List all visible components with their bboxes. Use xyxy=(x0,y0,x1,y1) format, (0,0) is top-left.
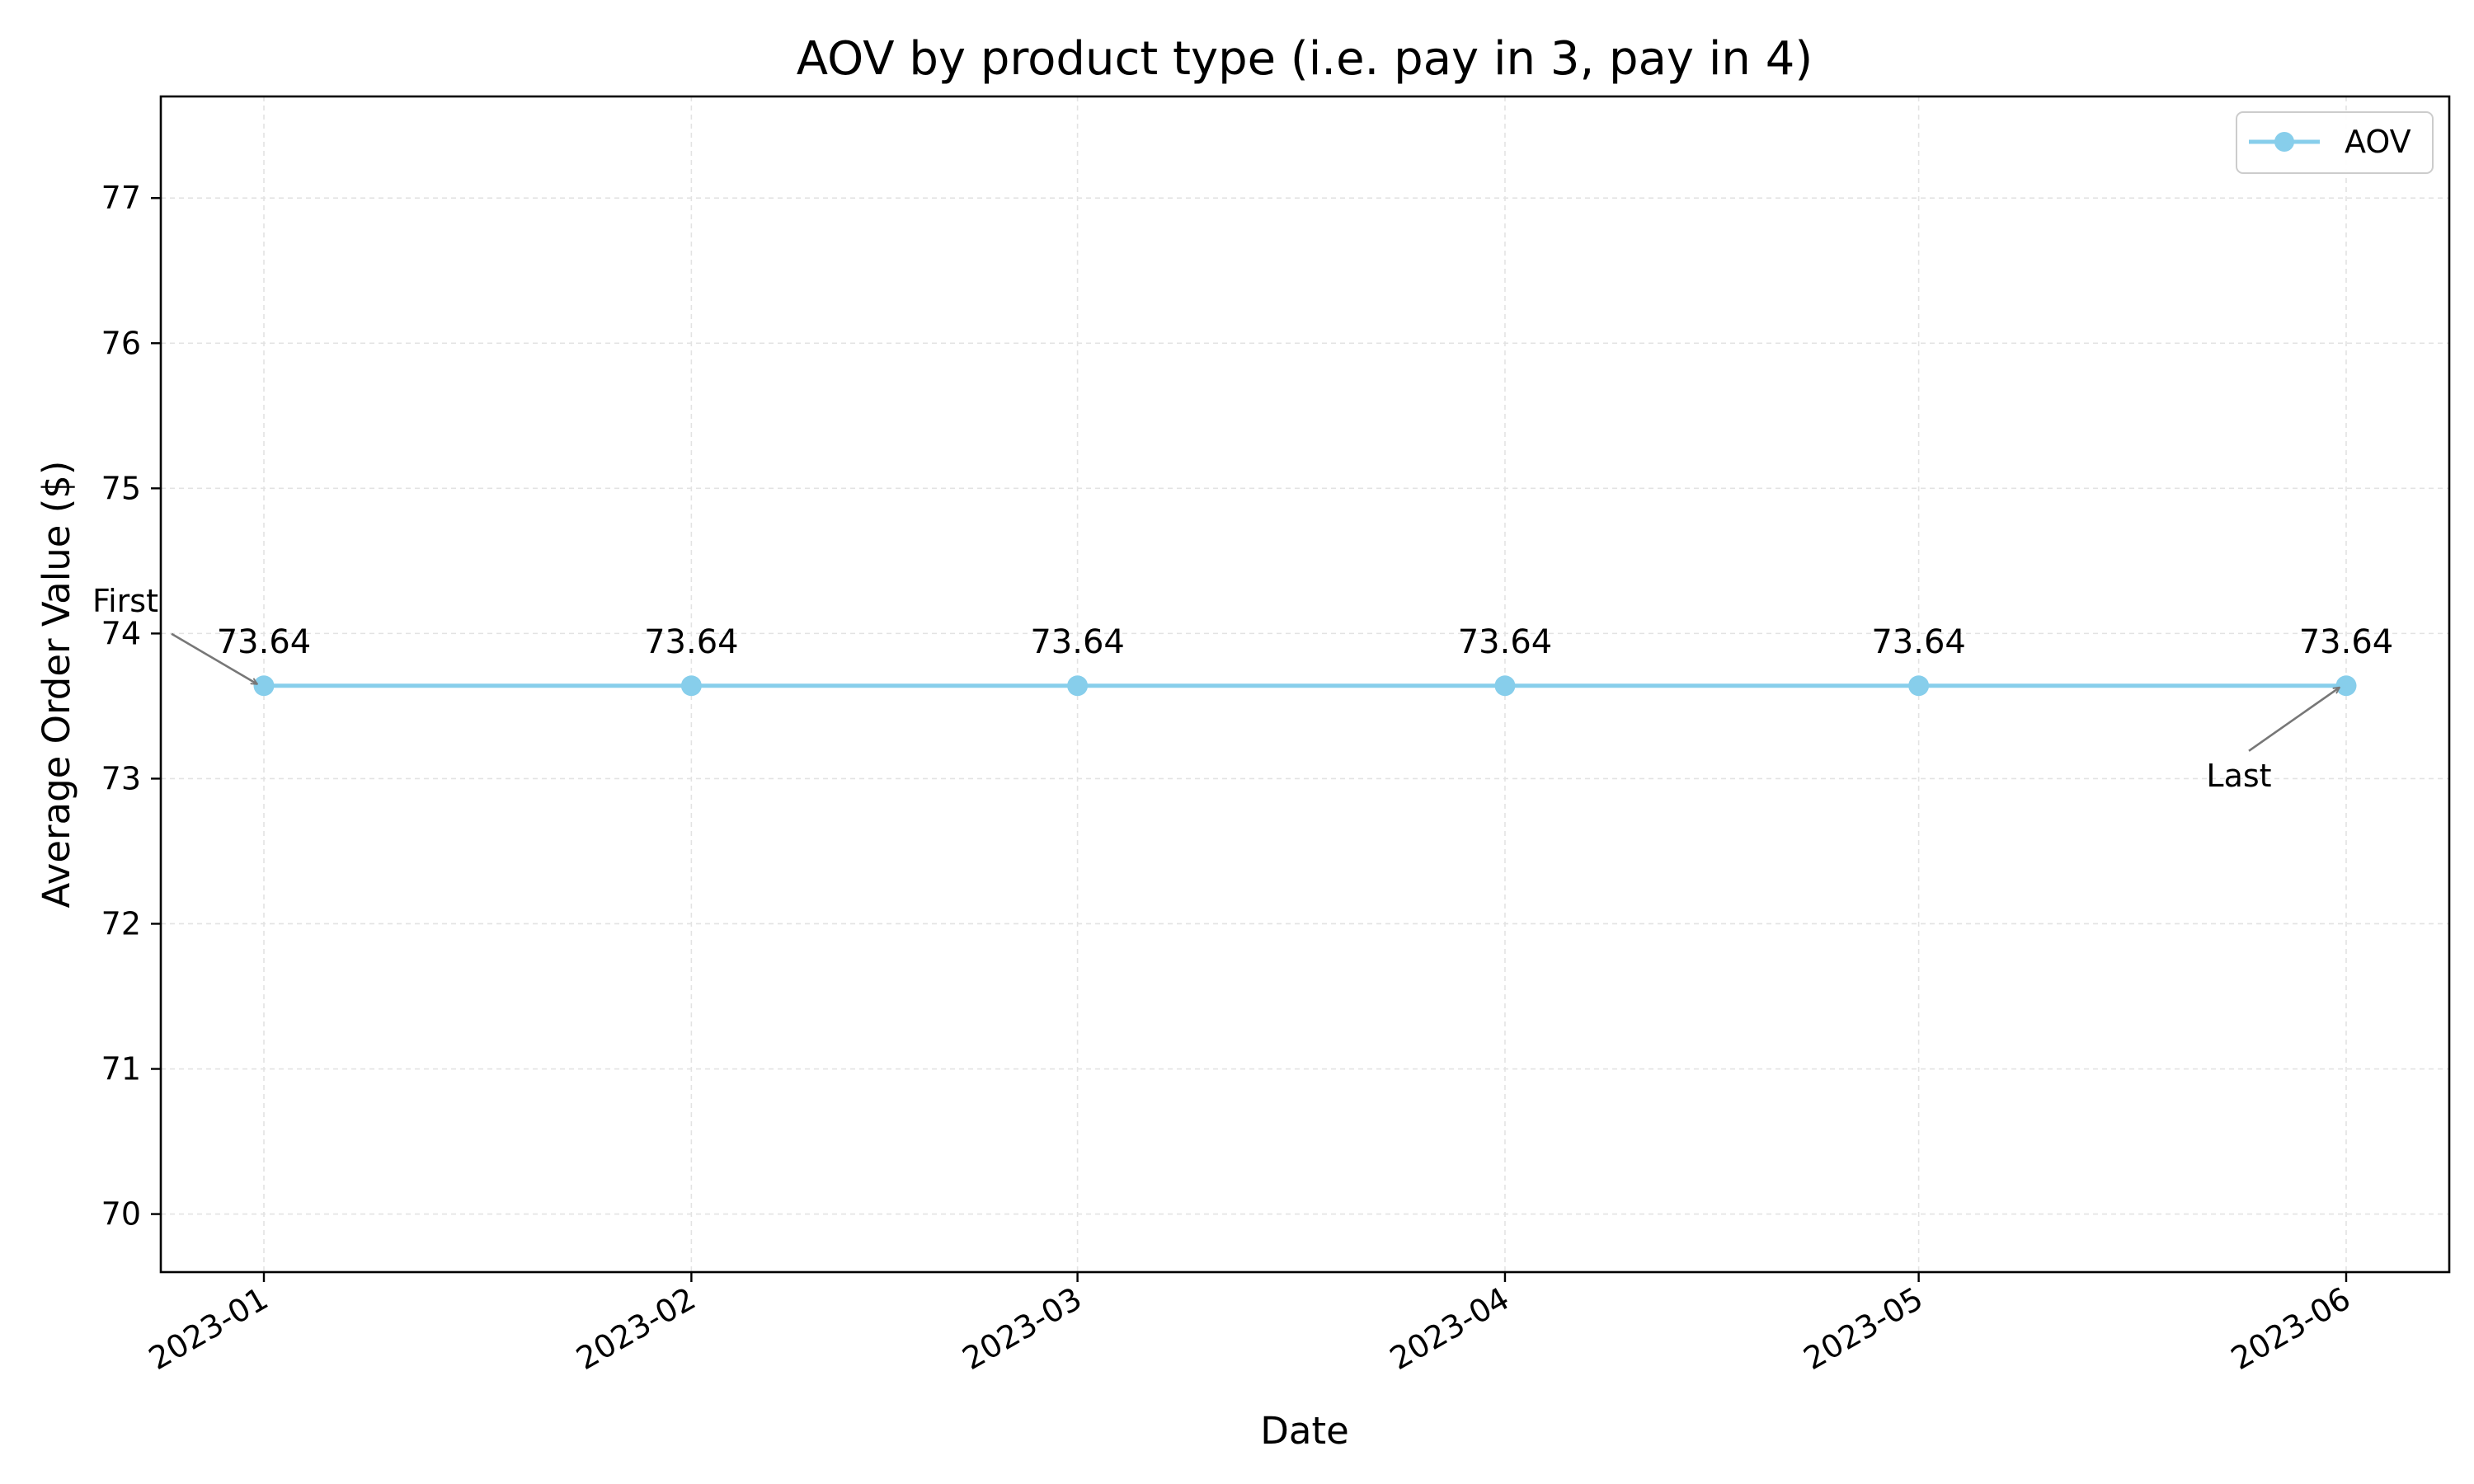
x-axis-ticks: 2023-01 2023-02 2023-03 2023-04 2023-05 2023-… xyxy=(143,1272,2357,1377)
y-tick-label: 72 xyxy=(101,905,141,942)
y-tick-label: 70 xyxy=(101,1196,141,1233)
annotation-label-first: First xyxy=(92,583,158,619)
data-point-marker xyxy=(1067,675,1089,697)
legend: AOV xyxy=(2236,111,2434,174)
x-tick-label: 2023-06 xyxy=(2225,1280,2357,1377)
annotation-arrow xyxy=(171,632,257,685)
y-tick-label: 74 xyxy=(101,615,141,651)
data-label: 73.64 xyxy=(2299,623,2394,661)
annotation-label-last: Last xyxy=(2206,758,2271,794)
data-point-marker xyxy=(253,675,275,697)
y-tick-label: 76 xyxy=(101,325,141,361)
x-tick-label: 2023-04 xyxy=(1384,1280,1516,1377)
data-label: 73.64 xyxy=(1458,623,1553,661)
data-point-marker xyxy=(1908,675,1930,697)
plot-frame xyxy=(159,95,2451,1274)
legend-box xyxy=(2236,111,2434,174)
legend-marker-swatch xyxy=(2274,132,2294,152)
data-label: 73.64 xyxy=(1030,623,1125,661)
annotation-layer: First Last xyxy=(92,583,2340,794)
x-tick-label: 2023-03 xyxy=(957,1280,1089,1377)
y-tick-label: 73 xyxy=(101,760,141,796)
data-label: 73.64 xyxy=(217,623,312,661)
y-tick-label: 75 xyxy=(101,470,141,506)
y-tick-label: 77 xyxy=(101,180,141,216)
annotation-arrow xyxy=(2248,688,2340,752)
series-layer: 73.64 73.64 73.64 73.64 73.64 73.64 xyxy=(217,623,2394,697)
data-point-marker xyxy=(2335,675,2357,697)
x-tick-label: 2023-01 xyxy=(143,1280,275,1377)
y-tick-label: 71 xyxy=(101,1051,141,1087)
data-point-marker xyxy=(1494,675,1516,697)
data-label: 73.64 xyxy=(644,623,739,661)
legend-label-aov: AOV xyxy=(2345,124,2411,160)
y-axis-ticks: 70 71 72 73 74 75 76 77 xyxy=(101,180,161,1233)
x-tick-label: 2023-02 xyxy=(570,1280,702,1377)
data-label: 73.64 xyxy=(1871,623,1966,661)
grid-lines xyxy=(161,96,2449,1272)
x-axis-label: Date xyxy=(1260,1409,1349,1453)
chart-title: AOV by product type (i.e. pay in 3, pay … xyxy=(797,32,1813,86)
data-point-marker xyxy=(680,675,702,697)
y-axis-label: Average Order Value ($) xyxy=(35,461,78,909)
x-tick-label: 2023-05 xyxy=(1798,1280,1930,1377)
